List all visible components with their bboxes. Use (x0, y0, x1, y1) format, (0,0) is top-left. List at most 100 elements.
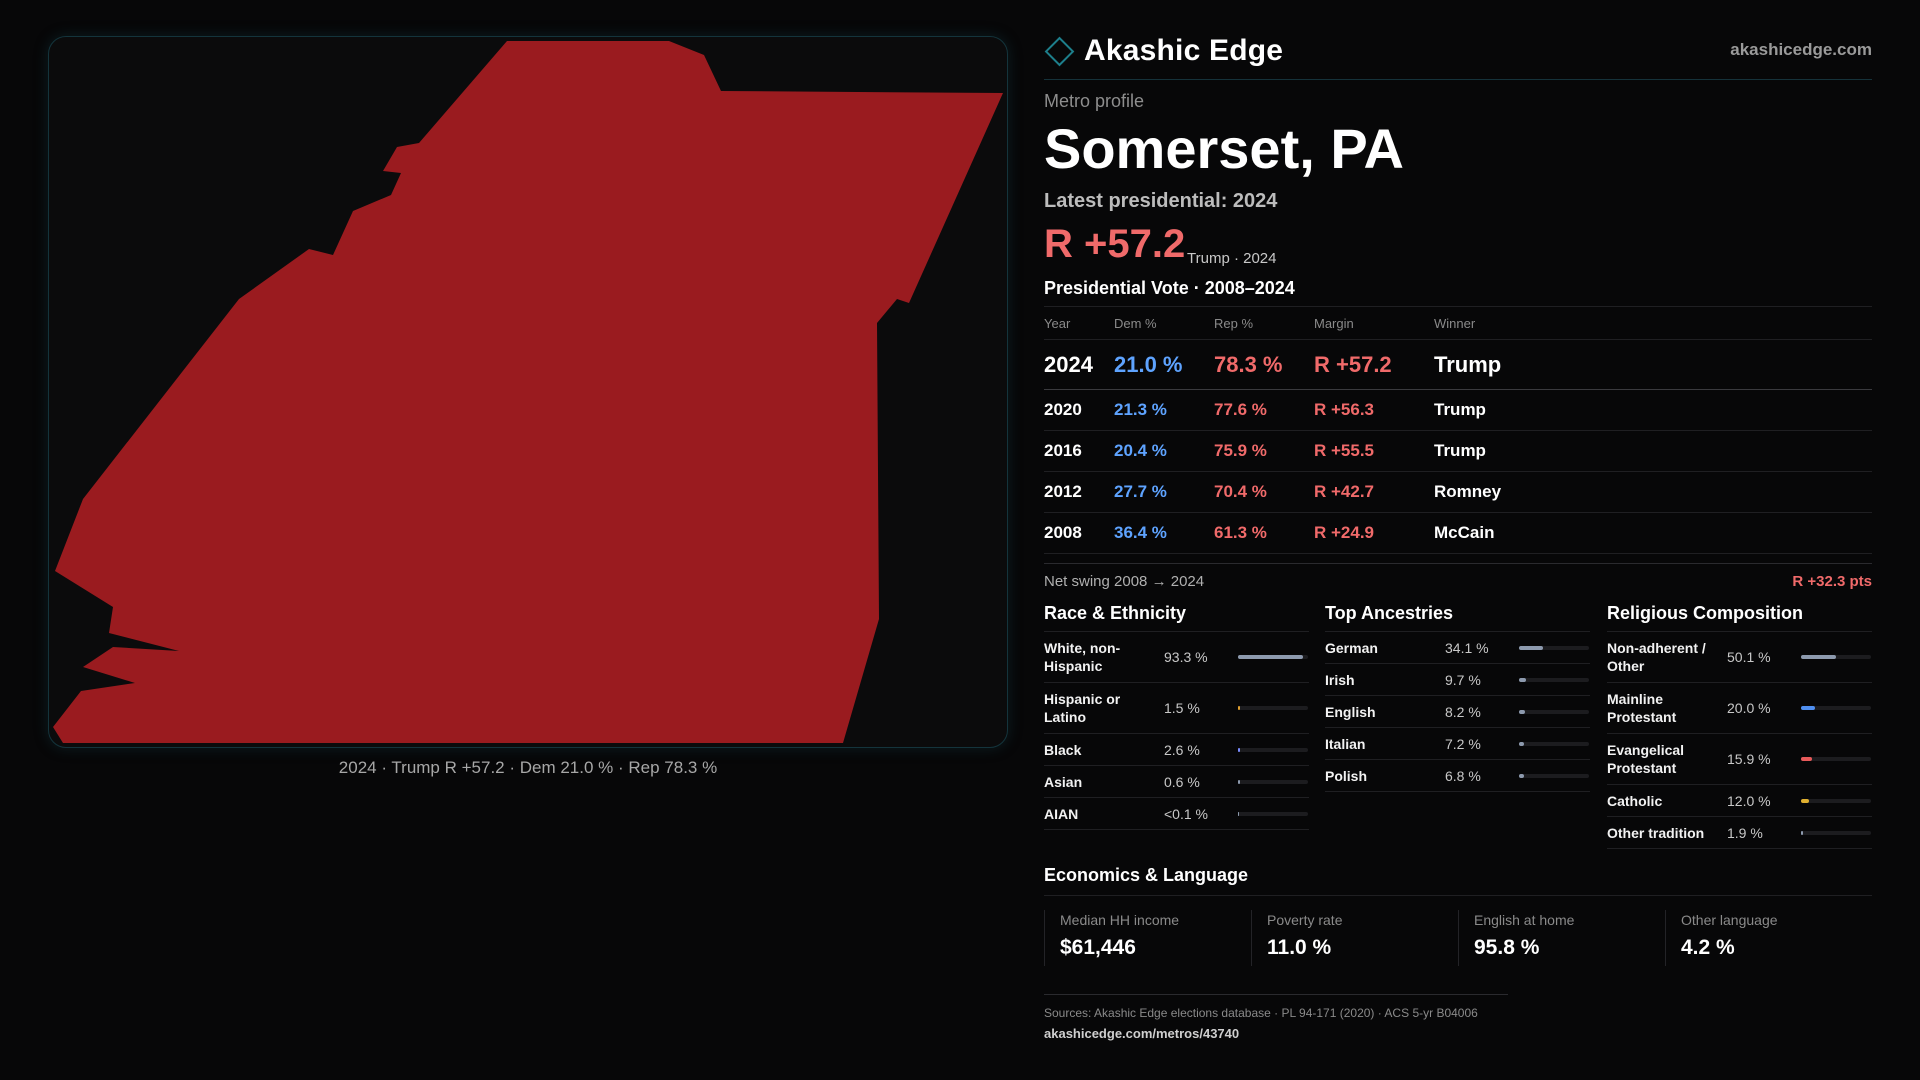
stat-value: 0.6 % (1164, 773, 1200, 790)
swing-value: R +32.3 pts (1792, 573, 1872, 590)
religion-row: Mainline Protestant 20.0 % (1607, 683, 1872, 734)
stat-bar (1519, 773, 1589, 778)
stat-label: Black (1044, 741, 1082, 758)
page-title: Somerset, PA (1044, 117, 1404, 180)
stat-label: Italian (1325, 735, 1366, 752)
religion-row: Other tradition 1.9 % (1607, 817, 1872, 849)
stat-label: Polish (1325, 767, 1368, 784)
stat-bar-fill (1801, 830, 1803, 835)
table-row[interactable]: 2008 36.4 % 61.3 % R +24.9 McCain (1044, 512, 1872, 553)
row-winner: Trump (1434, 351, 1502, 377)
stat-label: AIAN (1044, 805, 1079, 822)
race-row: White, non-Hispanic 93.3 % (1044, 632, 1309, 683)
row-dem: 20.4 % (1114, 441, 1167, 460)
stat-bar-fill (1801, 798, 1810, 803)
stat-bar-fill (1801, 706, 1815, 710)
stat-bar (1801, 655, 1871, 659)
stat-bar-fill (1238, 706, 1240, 710)
profile-label: Metro profile (1044, 91, 1145, 111)
vote-table: Year Dem % Rep % Margin Winner 2024 21.0… (1044, 306, 1872, 554)
header-dem: Dem % (1114, 315, 1157, 331)
stat-label: English (1325, 703, 1376, 720)
row-winner: McCain (1434, 523, 1495, 542)
table-row[interactable]: 2020 21.3 % 77.6 % R +56.3 Trump (1044, 389, 1872, 430)
econ-cell-other-language: Other language 4.2 % (1665, 910, 1872, 966)
map-caption: 2024 · Trump R +57.2 · Dem 21.0 % · Rep … (338, 758, 718, 777)
map-panel[interactable] (48, 36, 1008, 748)
stat-value: 50.1 % (1727, 649, 1771, 665)
stat-bar (1519, 741, 1589, 746)
econ-cell-poverty: Poverty rate 11.0 % (1251, 910, 1458, 966)
stat-bar-fill (1519, 645, 1543, 650)
row-rep: 77.6 % (1214, 400, 1267, 419)
stat-value: 93.3 % (1164, 649, 1208, 665)
row-rep: 78.3 % (1214, 351, 1283, 377)
stat-label: Hispanic or Latino (1044, 691, 1121, 725)
stat-bar-fill (1238, 747, 1240, 752)
econ-cell-english: English at home 95.8 % (1458, 910, 1665, 966)
stat-bar (1238, 706, 1308, 710)
stat-label: Non-adherent / Other (1607, 640, 1706, 674)
stat-bar-fill (1519, 741, 1525, 746)
stat-bar (1801, 757, 1871, 761)
row-dem: 21.3 % (1114, 400, 1167, 419)
stat-bar-fill (1238, 655, 1304, 659)
row-year: 2012 (1044, 482, 1082, 501)
table-row[interactable]: 2012 27.7 % 70.4 % R +42.7 Romney (1044, 471, 1872, 512)
diamond-logo-icon (1044, 36, 1075, 66)
stat-bar (1801, 830, 1871, 835)
stat-bar (1519, 709, 1589, 714)
header-year: Year (1044, 315, 1071, 331)
race-title: Race & Ethnicity (1044, 602, 1309, 632)
ancestry-row: Italian 7.2 % (1325, 728, 1590, 760)
table-row[interactable]: 2016 20.4 % 75.9 % R +55.5 Trump (1044, 430, 1872, 471)
header-rep: Rep % (1214, 315, 1254, 331)
stat-value: 2.6 % (1164, 741, 1200, 758)
table-row[interactable]: 2024 21.0 % 78.3 % R +57.2 Trump (1044, 339, 1872, 389)
econ-label: Other language (1681, 912, 1778, 928)
table-header: Year Dem % Rep % Margin Winner (1044, 307, 1872, 339)
swing-divider (1044, 563, 1872, 564)
stat-value: 20.0 % (1727, 700, 1771, 716)
stat-value: 34.1 % (1445, 639, 1489, 656)
county-map[interactable] (49, 37, 1008, 748)
econ-label: Poverty rate (1267, 912, 1343, 928)
ancestry-row: Polish 6.8 % (1325, 760, 1590, 792)
header-winner: Winner (1434, 315, 1476, 331)
profile-panel: Akashic Edge akashicedge.com Metro profi… (1044, 0, 1872, 1080)
brand-name: Akashic Edge (1084, 34, 1284, 67)
race-row: Asian 0.6 % (1044, 766, 1309, 798)
econ-value: $61,446 (1060, 936, 1136, 959)
econ-value: 4.2 % (1681, 936, 1735, 959)
row-year: 2024 (1044, 351, 1093, 377)
economics-grid: Median HH income $61,446 Poverty rate 11… (1044, 910, 1872, 966)
brand[interactable]: Akashic Edge (1044, 34, 1283, 68)
profile-url-link[interactable]: akashicedge.com/metros/43740 (1044, 1026, 1240, 1041)
ancestry-title: Top Ancestries (1325, 602, 1590, 632)
stat-value: 15.9 % (1727, 751, 1771, 767)
sources-divider (1044, 994, 1508, 995)
race-row: Black 2.6 % (1044, 734, 1309, 766)
swing-label: Net swing 2008 → 2024 (1044, 573, 1205, 590)
stat-bar (1238, 811, 1308, 816)
stat-value: <0.1 % (1164, 805, 1208, 822)
row-year: 2008 (1044, 523, 1082, 542)
row-year: 2020 (1044, 400, 1082, 419)
latest-winner-sub: Trump · 2024 (1187, 250, 1277, 267)
row-winner: Trump (1434, 441, 1486, 460)
stat-label: Other tradition (1607, 824, 1705, 841)
row-winner: Romney (1434, 482, 1502, 501)
county-shape[interactable] (53, 41, 1003, 743)
race-section: Race & Ethnicity White, non-Hispanic 93.… (1044, 602, 1309, 830)
latest-margin: R +57.2 (1044, 222, 1186, 266)
stat-bar (1238, 779, 1308, 784)
stat-bar-fill (1801, 655, 1837, 659)
site-link[interactable]: akashicedge.com (1730, 40, 1872, 59)
row-margin: R +24.9 (1314, 523, 1375, 542)
stat-label: Evangelical Protestant (1607, 742, 1685, 776)
row-year: 2016 (1044, 441, 1082, 460)
ancestry-row: German 34.1 % (1325, 632, 1590, 664)
economics-title: Economics & Language (1044, 865, 1249, 885)
header-divider (1044, 79, 1872, 80)
row-margin: R +56.3 (1314, 400, 1375, 419)
